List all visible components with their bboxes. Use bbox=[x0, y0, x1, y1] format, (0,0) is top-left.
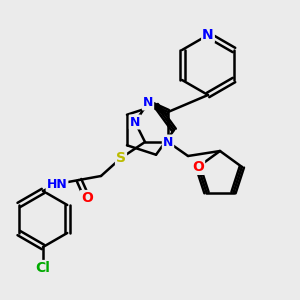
Text: O: O bbox=[81, 191, 93, 205]
Text: N: N bbox=[202, 28, 214, 42]
Text: HN: HN bbox=[46, 178, 68, 190]
Text: N: N bbox=[143, 97, 153, 110]
Text: N: N bbox=[163, 136, 173, 148]
Text: N: N bbox=[130, 116, 140, 128]
Text: S: S bbox=[116, 151, 126, 165]
Text: Cl: Cl bbox=[36, 261, 50, 275]
Text: O: O bbox=[192, 160, 204, 174]
